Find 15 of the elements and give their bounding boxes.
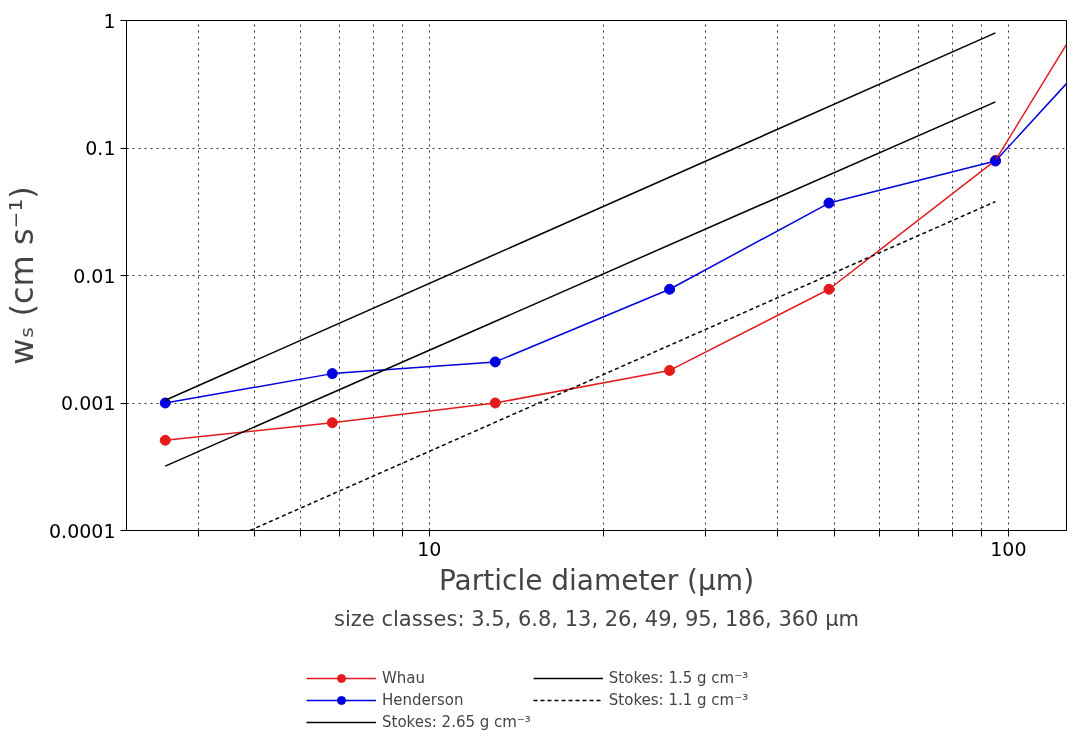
- y-tick-label: 0.1: [85, 137, 116, 159]
- y-tick-label: 0.01: [73, 264, 116, 287]
- text: size classes: 3.5, 6.8, 13, 26, 49, 95, 186, 360 μm: [334, 606, 859, 631]
- legend-label: Stokes: 1.1 g cm⁻³: [608, 691, 749, 709]
- legend-label: Stokes: 2.65 g cm⁻³: [382, 713, 531, 731]
- y-tick-label: 1: [103, 9, 116, 32]
- y-tick-label: 0.0001: [49, 519, 116, 542]
- x-axis-title: Particle diameter (μm): [438, 563, 755, 597]
- x-tick-label: 10: [417, 537, 442, 560]
- y-axis-title: wₛ (cm s⁻¹): [3, 186, 42, 365]
- y-tick-label: 0.001: [61, 392, 116, 414]
- legend-label: Henderson: [382, 691, 464, 709]
- x-tick-label: 100: [990, 537, 1027, 560]
- legend-label: Whau: [382, 669, 426, 687]
- legend-label: Stokes: 1.5 g cm⁻³: [608, 669, 749, 687]
